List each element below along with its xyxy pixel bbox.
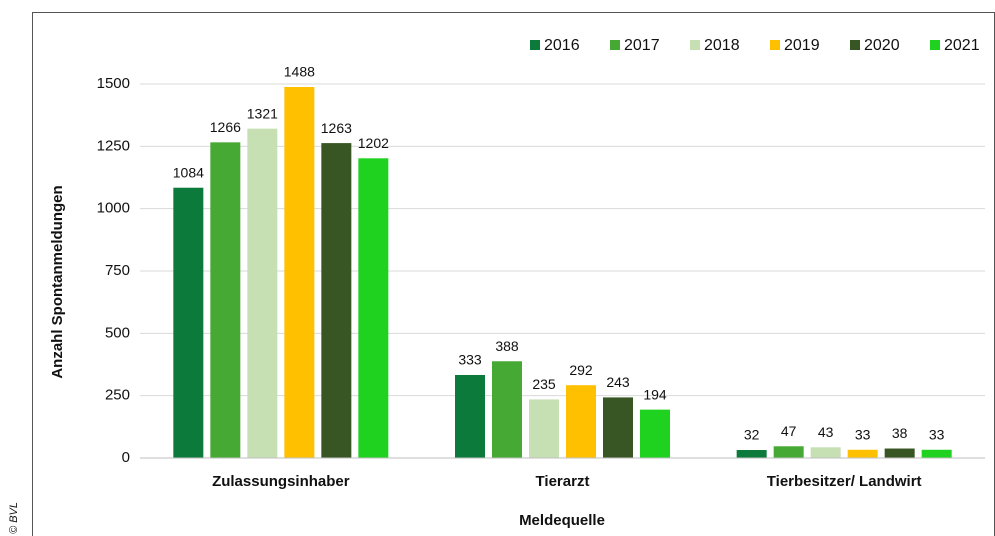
legend-label: 2017 [624,37,660,54]
data-label: 1263 [321,120,352,136]
x-tick-label: Tierarzt [536,473,590,490]
data-label: 47 [781,423,797,439]
legend-swatch [610,40,620,50]
x-tick-label: Tierbesitzer/ Landwirt [767,473,922,490]
x-axis-label: Meldequelle [519,512,605,529]
y-tick-label: 1000 [97,200,130,217]
bar [321,143,352,459]
data-label: 38 [892,425,908,441]
bar [773,446,804,458]
legend-swatch [930,40,940,50]
data-label: 1084 [173,164,204,180]
bar [358,158,389,458]
legend-label: 2020 [864,37,900,54]
data-label: 243 [606,374,630,390]
bar [884,448,915,458]
legend-label: 2019 [784,37,820,54]
legend-label: 2021 [944,37,980,54]
data-label: 32 [744,427,760,443]
legend-swatch [690,40,700,50]
y-tick-label: 250 [105,387,130,404]
data-label: 43 [818,424,834,440]
data-label: 1321 [247,105,278,121]
legend-swatch [850,40,860,50]
legend-label: 2016 [544,37,580,54]
legend-swatch [770,40,780,50]
y-tick-label: 500 [105,324,130,341]
data-label: 1202 [358,135,389,151]
bar [810,447,841,458]
legend-swatch [530,40,540,50]
bar [847,449,878,458]
bar [921,449,952,458]
bar [736,450,767,458]
bar [173,187,204,459]
data-label: 235 [532,376,556,392]
y-tick-label: 750 [105,262,130,279]
bar [492,361,522,458]
data-label: 388 [495,338,519,354]
bar [529,399,559,458]
y-axis-label: Anzahl Spontanmeldungen [49,185,66,378]
y-tick-label: 1250 [97,137,130,154]
data-label: 292 [569,362,593,378]
data-label: 333 [458,352,482,368]
data-label: 33 [929,426,945,442]
y-tick-label: 0 [122,449,130,466]
bar [284,86,315,458]
bar [566,385,596,458]
y-tick-label: 1500 [97,75,130,92]
credit: © BVL [8,502,20,534]
bar [603,397,633,458]
data-label: 194 [643,386,667,402]
data-label: 1488 [284,64,315,80]
bar [210,142,241,458]
data-label: 1266 [210,119,241,135]
bar [455,374,485,458]
bar [247,128,278,458]
data-label: 33 [855,426,871,442]
bar [640,409,670,458]
legend-label: 2018 [704,37,740,54]
x-tick-label: Zulassungsinhaber [212,473,350,490]
